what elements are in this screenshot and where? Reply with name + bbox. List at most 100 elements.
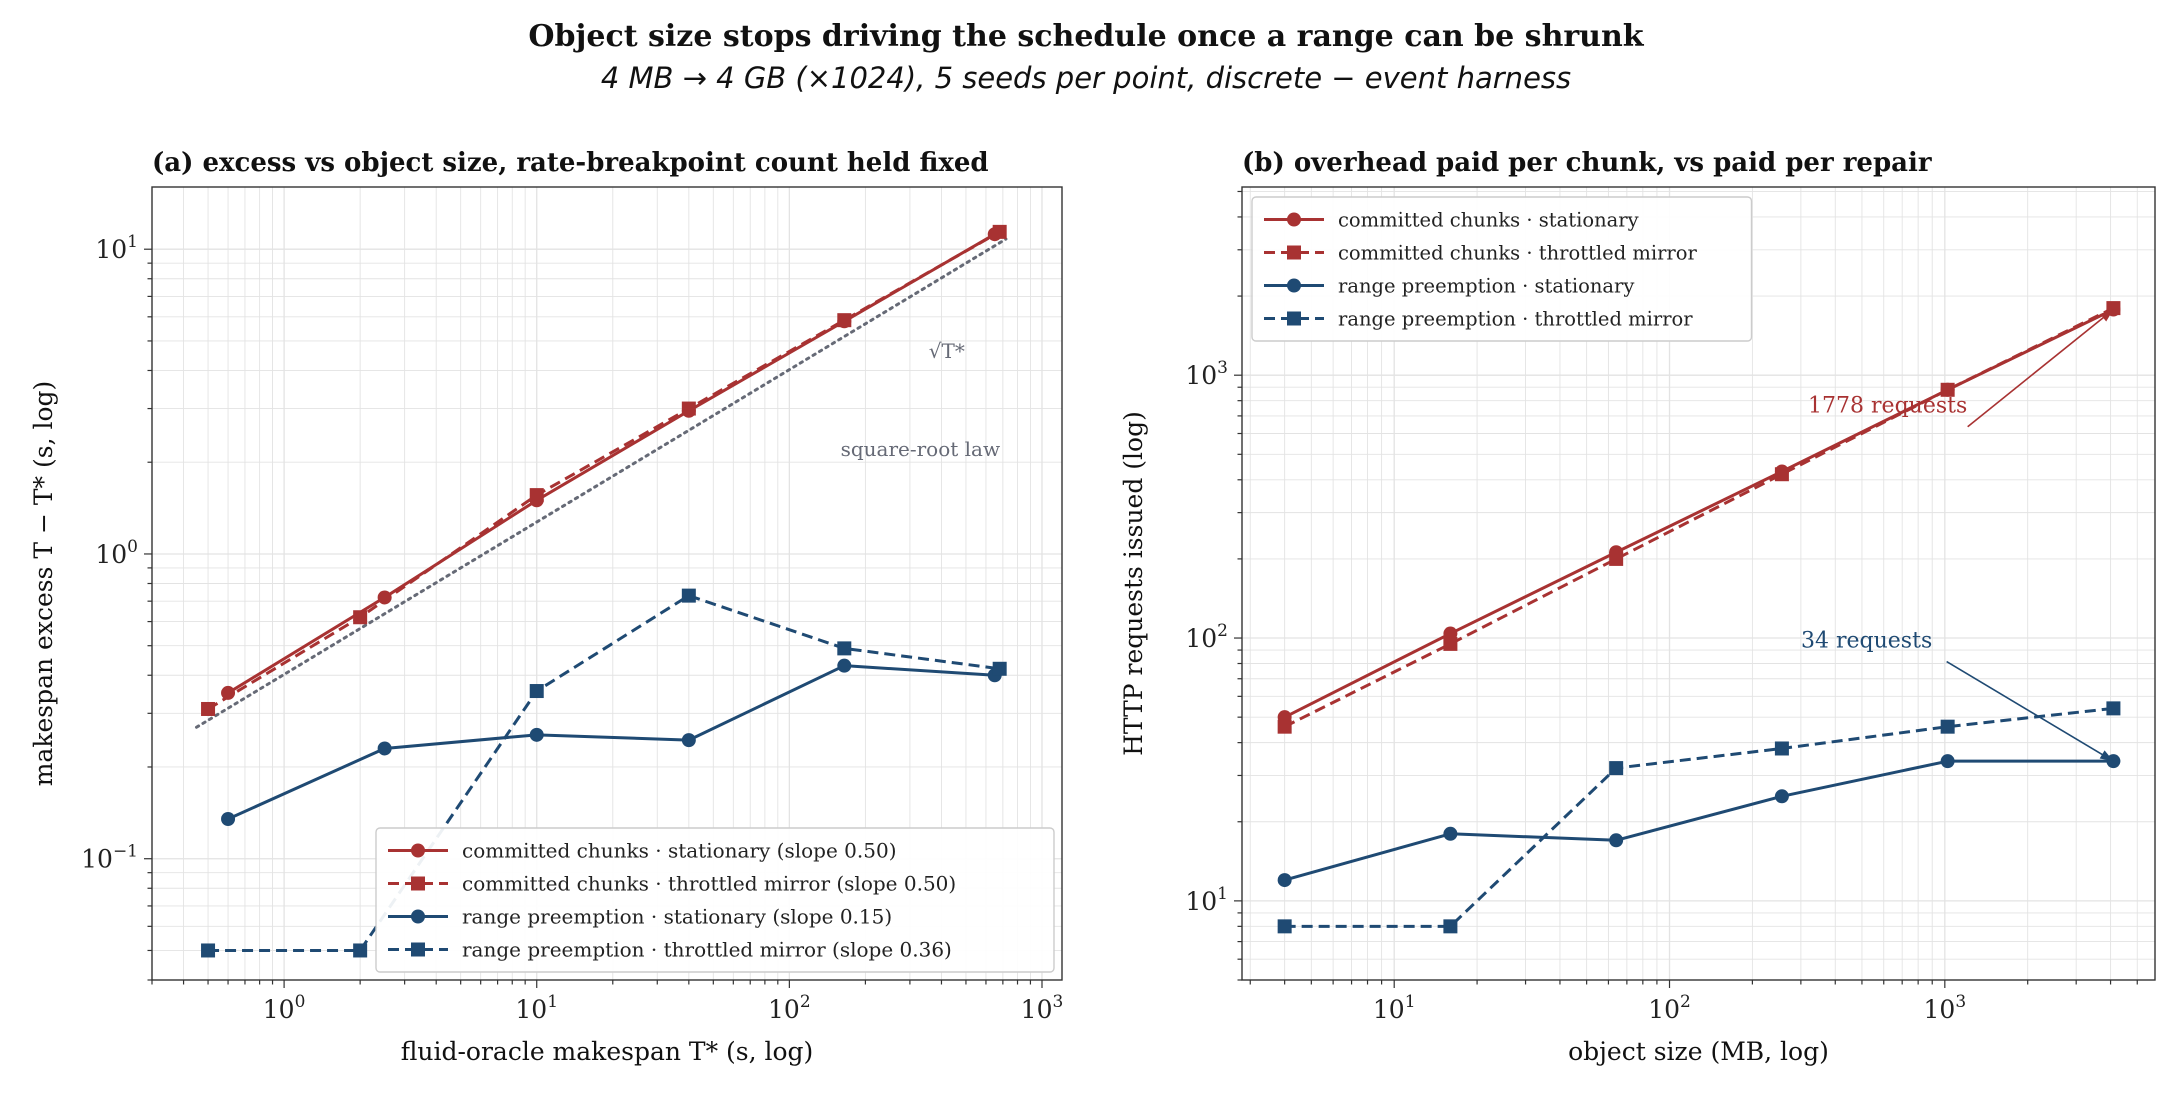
annotation-label: square-root law xyxy=(841,437,1001,461)
figure-subtitle: 4 MB → 4 GB (×1024), 5 seeds per point, … xyxy=(601,61,1571,95)
x-tick-label: 100 xyxy=(263,992,306,1024)
x-tick-label: 102 xyxy=(768,992,811,1024)
series-3 xyxy=(221,658,1002,827)
legend: committed chunks · stationary (slope 0.5… xyxy=(375,827,1055,973)
data-point xyxy=(1443,636,1458,651)
data-point xyxy=(837,313,852,328)
legend-box xyxy=(1251,196,1753,342)
series-line xyxy=(207,230,1001,711)
annotation-label: √T* xyxy=(929,339,965,363)
data-point xyxy=(1940,382,1955,397)
data-point xyxy=(221,812,236,827)
series-line xyxy=(227,232,996,695)
data-point xyxy=(681,401,696,416)
series-4 xyxy=(1277,701,2121,934)
data-point xyxy=(201,943,216,958)
data-point xyxy=(681,588,696,603)
panel-b-chart: 101 102 103 101 102 103 (b) overhead paid per … xyxy=(1119,148,2156,1066)
legend-entry: committed chunks · stationary (slope 0.5… xyxy=(462,839,897,863)
data-point xyxy=(377,741,392,756)
y-tick-label: 100 xyxy=(95,537,138,569)
series-3 xyxy=(1277,754,2121,888)
x-axis-label: fluid-oracle makespan T* (s, log) xyxy=(401,1037,814,1066)
series-line xyxy=(1283,306,2115,729)
legend-swatch-marker xyxy=(411,942,425,957)
data-point xyxy=(1774,741,1789,756)
data-point xyxy=(837,658,852,673)
data-point xyxy=(1609,761,1624,776)
data-point xyxy=(992,224,1007,239)
legend-entry: range preemption · throttled mirror (slo… xyxy=(462,938,952,962)
annotation-label: 1778 requests xyxy=(1808,394,1967,419)
y-axis-label: makespan excess T − T* (s, log) xyxy=(29,381,58,787)
legend-swatch-marker xyxy=(1287,245,1301,260)
legend-swatch-marker xyxy=(1287,311,1301,326)
x-tick-label: 103 xyxy=(1021,992,1064,1024)
x-tick-label: 101 xyxy=(1373,992,1416,1024)
series-2 xyxy=(201,224,1007,716)
legend-swatch-marker xyxy=(411,909,425,924)
data-point xyxy=(2106,701,2121,716)
data-point xyxy=(1277,873,1292,888)
legend-entry: range preemption · throttled mirror xyxy=(1338,308,1693,331)
data-point xyxy=(353,610,368,625)
grid xyxy=(1242,187,2155,981)
data-point xyxy=(992,661,1007,676)
plot-frame xyxy=(1241,186,2156,981)
panel-a-chart: 100 101 102 103 10−1 100 101 (a) excess vs obje… xyxy=(29,148,1063,1066)
series-line xyxy=(227,664,995,821)
series-1 xyxy=(1277,302,2121,725)
legend: committed chunks · stationary committed c… xyxy=(1251,196,1753,342)
figure-title: Object size stops driving the schedule o… xyxy=(528,19,1644,54)
data-point xyxy=(1609,551,1624,566)
series-2 xyxy=(1277,301,2121,734)
data-point xyxy=(837,641,852,656)
plot-frame xyxy=(151,186,1063,981)
annotation-arrowhead xyxy=(2099,750,2114,762)
data-point xyxy=(1774,789,1789,804)
series-line xyxy=(1284,759,2114,882)
legend-swatch-marker xyxy=(411,843,425,858)
data-point xyxy=(681,733,696,748)
legend-entry: committed chunks · throttled mirror (slo… xyxy=(462,872,956,896)
panel-title: (a) excess vs object size, rate-breakpoi… xyxy=(152,148,989,178)
y-tick-label: 101 xyxy=(95,232,138,264)
reference-line xyxy=(194,237,1008,729)
y-tick-label: 101 xyxy=(1185,884,1228,916)
data-point xyxy=(1774,467,1789,482)
data-point xyxy=(1277,919,1292,934)
series-4 xyxy=(201,588,1007,958)
data-point xyxy=(1609,833,1624,848)
data-point xyxy=(201,701,216,716)
x-tick-label: 101 xyxy=(515,992,558,1024)
legend-swatch-marker xyxy=(411,876,425,891)
data-point xyxy=(1940,754,1955,769)
data-point xyxy=(529,727,544,742)
x-axis-label: object size (MB, log) xyxy=(1568,1037,1829,1066)
legend-entry: committed chunks · stationary xyxy=(1338,209,1639,232)
legend-entry: range preemption · stationary (slope 0.1… xyxy=(462,905,892,929)
data-point xyxy=(1443,919,1458,934)
panel-title: (b) overhead paid per chunk, vs paid per… xyxy=(1242,148,1932,178)
data-point xyxy=(529,488,544,503)
legend-entry: committed chunks · throttled mirror xyxy=(1338,242,1697,265)
legend-swatch-marker xyxy=(1287,278,1301,293)
x-tick-label: 102 xyxy=(1648,992,1691,1024)
y-tick-label: 10−1 xyxy=(81,842,138,874)
annotation-arrowhead xyxy=(2100,309,2114,322)
annotation-arrow xyxy=(1946,660,2114,762)
data-point xyxy=(1443,826,1458,841)
annotation-arrow xyxy=(1967,308,2114,428)
series-line xyxy=(1284,706,2114,928)
data-point xyxy=(529,684,544,699)
series-line xyxy=(208,594,1000,952)
legend-swatch-marker xyxy=(1287,212,1301,227)
y-tick-label: 102 xyxy=(1185,621,1228,653)
y-axis-label: HTTP requests issued (log) xyxy=(1119,411,1148,756)
x-tick-label: 103 xyxy=(1924,992,1967,1024)
y-tick-label: 103 xyxy=(1185,358,1228,390)
annotation-label: 34 requests xyxy=(1801,629,1932,654)
legend-entry: range preemption · stationary xyxy=(1338,275,1634,298)
legend-box xyxy=(375,827,1055,973)
